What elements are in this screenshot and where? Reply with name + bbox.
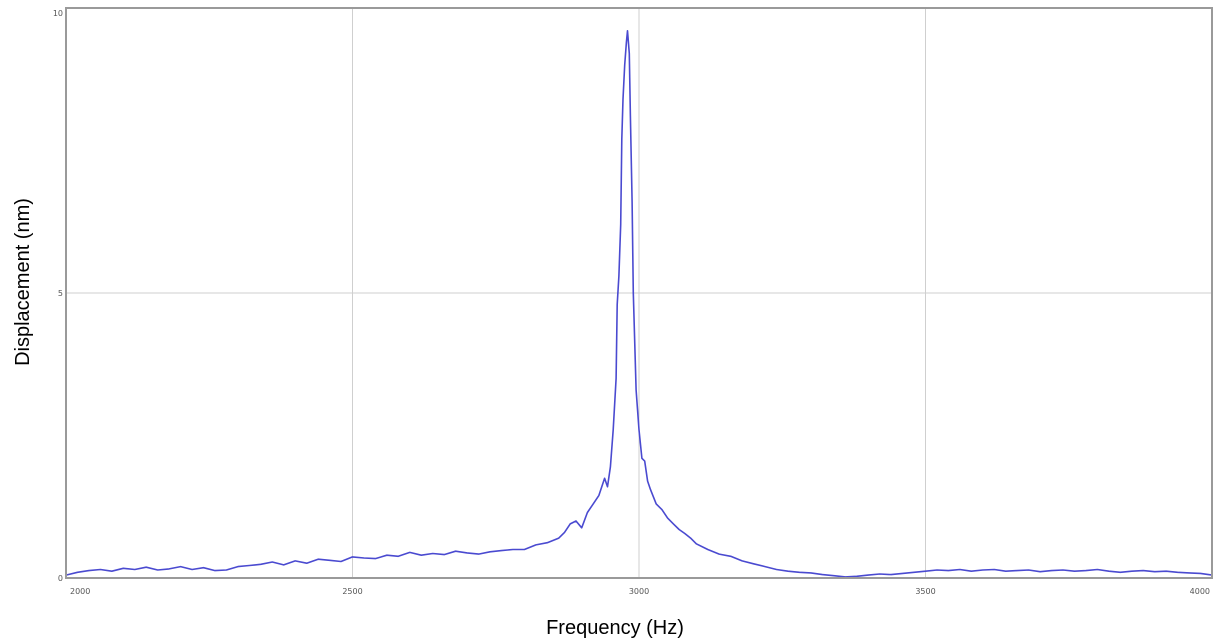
- x-axis-title: Frequency (Hz): [546, 617, 684, 639]
- y-tick-label: 0: [58, 574, 63, 583]
- x-tick-label: 3500: [915, 587, 935, 596]
- y-axis-title: Displacement (nm): [12, 198, 34, 366]
- x-tick-label: 2000: [70, 587, 90, 596]
- grid-group: [66, 8, 1212, 578]
- x-tick-label: 3000: [629, 587, 649, 596]
- y-tick-label: 5: [58, 289, 63, 298]
- y-tick-label: 10: [53, 9, 63, 18]
- series-line: [65, 30, 1213, 578]
- tick-group: 2000 2500 3000 3500 4000 0 5 10: [53, 9, 1210, 596]
- x-tick-label: 4000: [1190, 587, 1210, 596]
- plot-frame: [65, 7, 1213, 579]
- x-tick-label: 2500: [342, 587, 362, 596]
